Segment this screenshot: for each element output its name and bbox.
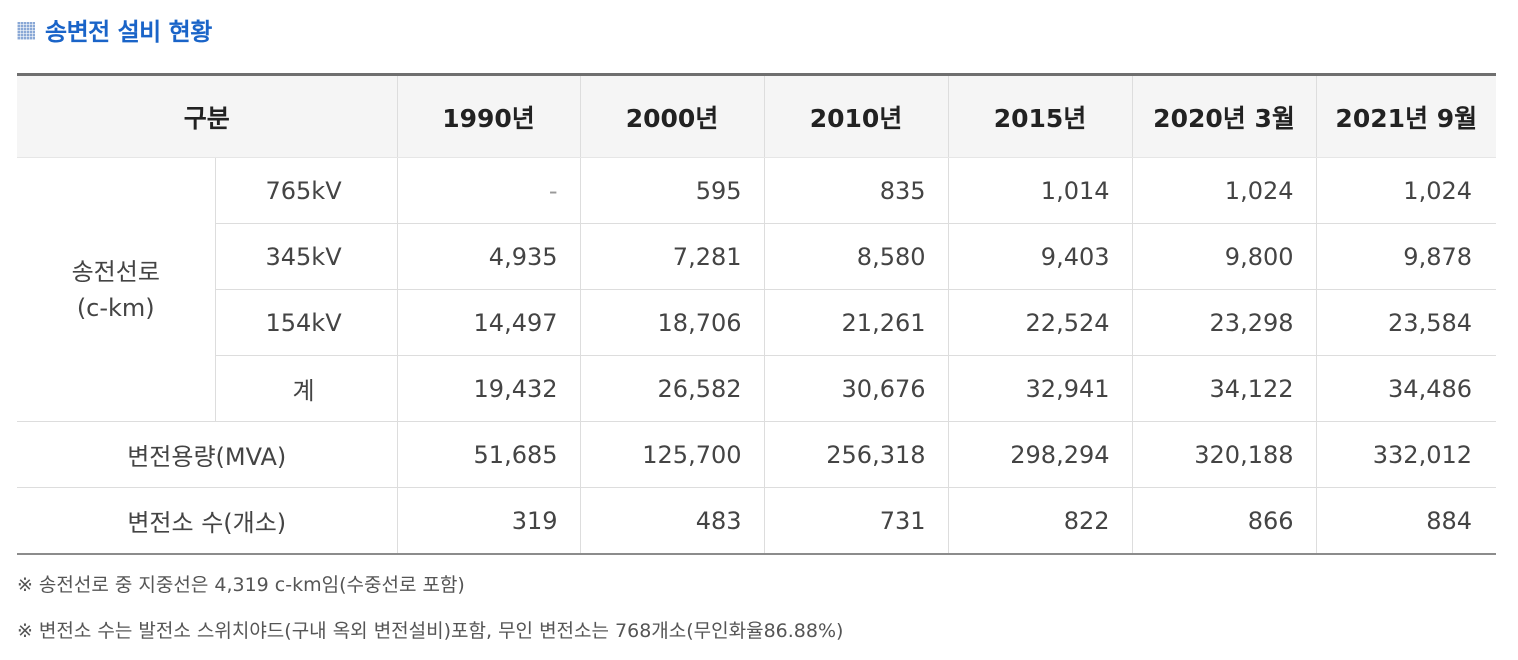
table-cell: 18,706 xyxy=(579,289,765,356)
table-cell: 256,318 xyxy=(763,421,949,488)
table-cell: 14,497 xyxy=(396,289,581,356)
table-cell: 34,122 xyxy=(1131,355,1317,422)
table-row: 송전선로 (c-km) 765kV - 595 835 1,014 1,024 … xyxy=(17,157,1497,422)
footnote: ※ 변전소 수는 발전소 스위치야드(구내 옥외 변전설비)포함, 무인 변전소는… xyxy=(17,616,843,660)
footnote-text: 송전선로 중 지중선은 4,319 c-km임(수중선로 포함) xyxy=(38,574,465,596)
table-cell: 23,584 xyxy=(1315,289,1497,356)
section-header: 송변전 설비 현황 xyxy=(17,0,1496,58)
table-cell: 822 xyxy=(947,487,1133,555)
table-cell: 23,298 xyxy=(1131,289,1317,356)
table-cell: 9,403 xyxy=(947,223,1133,290)
table-cell: 1,014 xyxy=(947,157,1133,224)
subtotal-label: 계 xyxy=(214,355,398,422)
header-category: 구분 xyxy=(17,74,398,158)
table-cell: 21,261 xyxy=(763,289,949,356)
table-cell: 8,580 xyxy=(763,223,949,290)
header-year: 2021년 9월 xyxy=(1315,74,1497,158)
table-cell: 32,941 xyxy=(947,355,1133,422)
table-cell: 835 xyxy=(763,157,949,224)
table-row: 345kV 4,935 7,281 8,580 9,403 9,800 9,87… xyxy=(17,223,1497,290)
table-cell: 9,878 xyxy=(1315,223,1497,290)
table-cell: 9,800 xyxy=(1131,223,1317,290)
reference-mark-icon: ※ xyxy=(17,574,33,596)
voltage-label: 154kV xyxy=(214,289,398,356)
table-cell: 51,685 xyxy=(396,421,581,488)
header-year: 2015년 xyxy=(947,74,1133,158)
table-row: 154kV 14,497 18,706 21,261 22,524 23,298… xyxy=(17,289,1497,356)
header-year: 2000년 xyxy=(579,74,765,158)
table-cell: 731 xyxy=(763,487,949,555)
header-year: 2010년 xyxy=(763,74,949,158)
facility-status-table: 구분 1990년 2000년 2010년 2015년 2020년 3월 2021… xyxy=(17,73,1497,555)
table-cell: 866 xyxy=(1131,487,1317,555)
table-row: 변전용량(MVA) 51,685 125,700 256,318 298,294… xyxy=(17,421,1497,488)
footnote: ※ 송전선로 중 지중선은 4,319 c-km임(수중선로 포함) xyxy=(17,570,843,616)
table-cell: 125,700 xyxy=(579,421,765,488)
voltage-label: 345kV xyxy=(214,223,398,290)
substation-count-label: 변전소 수(개소) xyxy=(17,487,398,555)
table-cell: 884 xyxy=(1315,487,1497,555)
table-cell: 26,582 xyxy=(579,355,765,422)
table-cell: 34,486 xyxy=(1315,355,1497,422)
table-cell: 4,935 xyxy=(396,223,581,290)
footnote-text: 변전소 수는 발전소 스위치야드(구내 옥외 변전설비)포함, 무인 변전소는 … xyxy=(38,620,844,642)
header-year: 1990년 xyxy=(396,74,581,158)
table-cell: 298,294 xyxy=(947,421,1133,488)
table-cell: 19,432 xyxy=(396,355,581,422)
table-cell: 332,012 xyxy=(1315,421,1497,488)
voltage-label: 765kV xyxy=(214,157,398,224)
table-cell: 30,676 xyxy=(763,355,949,422)
table-row: 변전소 수(개소) 319 483 731 822 866 884 xyxy=(17,487,1497,555)
transmission-label-line2: (c-km) xyxy=(76,293,155,322)
transmission-label-line1: 송전선로 xyxy=(71,257,160,286)
table-cell: 483 xyxy=(579,487,765,555)
table-cell: 319 xyxy=(396,487,581,555)
table-cell: - xyxy=(396,157,581,224)
table-cell: 1,024 xyxy=(1315,157,1497,224)
bullet-square-icon xyxy=(17,22,35,40)
section-title: 송변전 설비 현황 xyxy=(45,17,212,46)
reference-mark-icon: ※ xyxy=(17,620,33,642)
footnotes: ※ 송전선로 중 지중선은 4,319 c-km임(수중선로 포함) ※ 변전소 수… xyxy=(17,570,843,660)
table-cell: 22,524 xyxy=(947,289,1133,356)
table-cell: 1,024 xyxy=(1131,157,1317,224)
table-cell: 7,281 xyxy=(579,223,765,290)
capacity-label: 변전용량(MVA) xyxy=(17,421,398,488)
table-cell: 320,188 xyxy=(1131,421,1317,488)
transmission-line-label: 송전선로 (c-km) xyxy=(17,157,215,422)
table-row: 계 19,432 26,582 30,676 32,941 34,122 34,… xyxy=(17,355,1497,422)
table-cell: 595 xyxy=(579,157,765,224)
header-year: 2020년 3월 xyxy=(1131,74,1317,158)
table-header-row: 구분 1990년 2000년 2010년 2015년 2020년 3월 2021… xyxy=(17,74,1497,158)
